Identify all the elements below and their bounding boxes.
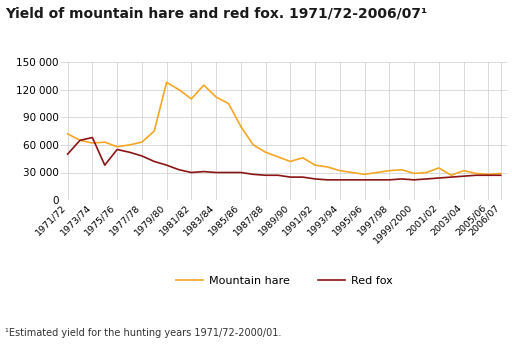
Red fox <box>225 170 231 175</box>
Mountain hare <box>139 140 145 144</box>
Mountain hare <box>65 132 71 136</box>
Red fox <box>460 174 466 178</box>
Red fox <box>201 169 207 174</box>
Red fox <box>485 173 492 177</box>
Mountain hare <box>275 155 281 159</box>
Red fox <box>300 175 306 179</box>
Legend: Mountain hare, Red fox: Mountain hare, Red fox <box>171 272 397 291</box>
Red fox <box>399 177 405 181</box>
Red fox <box>287 175 293 179</box>
Mountain hare <box>89 141 95 145</box>
Mountain hare <box>176 88 182 92</box>
Red fox <box>361 178 368 182</box>
Red fox <box>151 159 157 164</box>
Mountain hare <box>250 143 257 147</box>
Mountain hare <box>423 170 430 175</box>
Mountain hare <box>386 169 392 173</box>
Mountain hare <box>151 129 157 133</box>
Red fox <box>238 170 244 175</box>
Mountain hare <box>485 172 492 176</box>
Mountain hare <box>201 83 207 87</box>
Red fox <box>411 178 417 182</box>
Mountain hare <box>411 171 417 176</box>
Mountain hare <box>498 171 504 176</box>
Red fox <box>250 172 257 176</box>
Mountain hare <box>312 163 318 167</box>
Mountain hare <box>349 170 355 175</box>
Red fox <box>473 173 479 177</box>
Red fox <box>374 178 380 182</box>
Line: Mountain hare: Mountain hare <box>68 82 501 175</box>
Mountain hare <box>448 173 454 177</box>
Mountain hare <box>126 143 133 147</box>
Red fox <box>213 170 219 175</box>
Red fox <box>188 170 195 175</box>
Red fox <box>176 168 182 172</box>
Red fox <box>163 163 169 167</box>
Text: ¹Estimated yield for the hunting years 1971/72-2000/01.: ¹Estimated yield for the hunting years 1… <box>5 328 282 338</box>
Mountain hare <box>460 169 466 173</box>
Red fox <box>263 173 269 177</box>
Mountain hare <box>238 125 244 129</box>
Red fox <box>325 178 331 182</box>
Mountain hare <box>77 138 83 142</box>
Red fox <box>312 177 318 181</box>
Red fox <box>337 178 343 182</box>
Red fox <box>423 177 430 181</box>
Mountain hare <box>163 80 169 85</box>
Red fox <box>102 163 108 167</box>
Red fox <box>436 176 442 180</box>
Mountain hare <box>374 170 380 175</box>
Red fox <box>139 154 145 158</box>
Text: Yield of mountain hare and red fox. 1971/72-2006/07¹: Yield of mountain hare and red fox. 1971… <box>5 7 427 21</box>
Red fox <box>89 136 95 140</box>
Mountain hare <box>473 171 479 176</box>
Mountain hare <box>102 140 108 144</box>
Line: Red fox: Red fox <box>68 138 501 180</box>
Mountain hare <box>337 169 343 173</box>
Red fox <box>386 178 392 182</box>
Mountain hare <box>399 168 405 172</box>
Mountain hare <box>213 95 219 99</box>
Red fox <box>349 178 355 182</box>
Red fox <box>65 152 71 156</box>
Red fox <box>498 173 504 177</box>
Mountain hare <box>300 156 306 160</box>
Mountain hare <box>114 145 120 149</box>
Red fox <box>77 138 83 142</box>
Mountain hare <box>225 101 231 106</box>
Red fox <box>114 147 120 151</box>
Mountain hare <box>361 172 368 176</box>
Mountain hare <box>263 150 269 154</box>
Red fox <box>448 175 454 179</box>
Mountain hare <box>287 159 293 164</box>
Red fox <box>275 173 281 177</box>
Red fox <box>126 150 133 154</box>
Mountain hare <box>436 166 442 170</box>
Mountain hare <box>188 97 195 101</box>
Mountain hare <box>325 165 331 169</box>
